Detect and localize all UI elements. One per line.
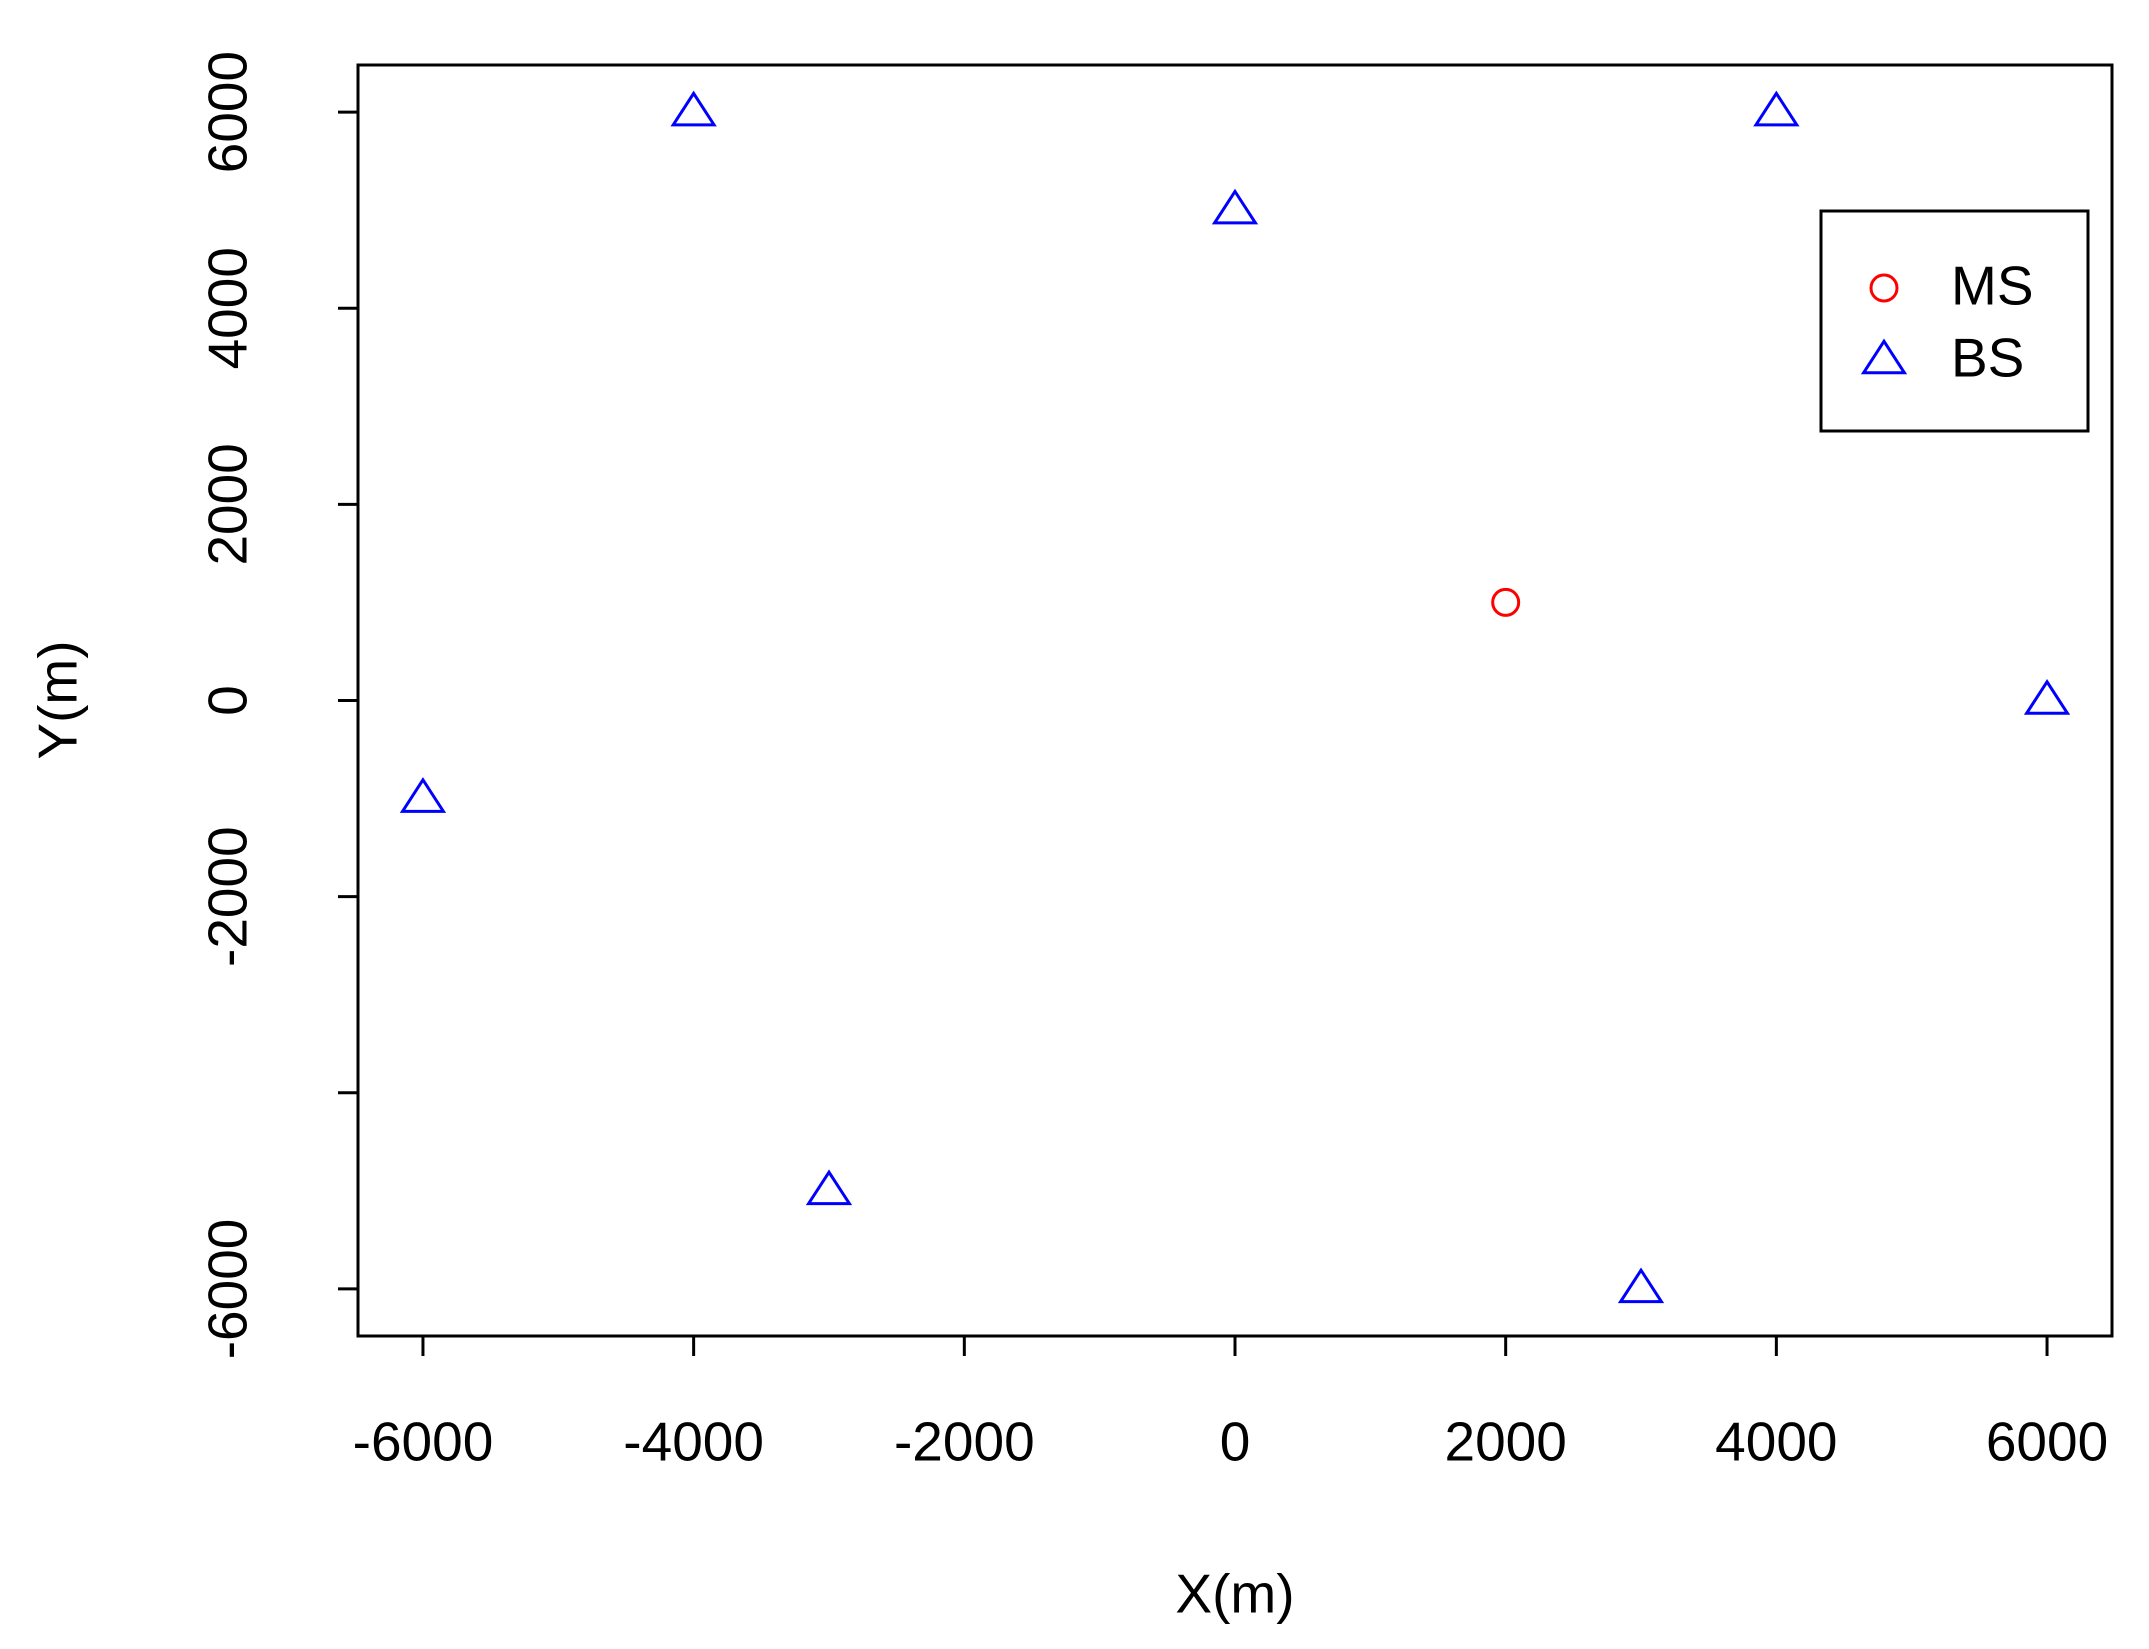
x-tick-label: 6000 <box>1986 1411 2108 1473</box>
point <box>1491 587 1521 617</box>
x-tick-label: 0 <box>1220 1411 1251 1473</box>
x-tick-label: -6000 <box>353 1411 494 1473</box>
y-tick-label: 4000 <box>197 247 259 369</box>
legend-marker <box>1869 273 1899 303</box>
y-tick-label: 0 <box>197 685 259 716</box>
x-tick-label: -4000 <box>623 1411 764 1473</box>
point <box>1211 188 1259 225</box>
legend-box <box>1819 209 2090 433</box>
y-tick-label: -6000 <box>197 1219 259 1360</box>
y-tick-label: -2000 <box>197 826 259 967</box>
point <box>670 90 717 127</box>
legend-marker <box>1860 338 1908 375</box>
point <box>1617 1267 1665 1304</box>
x-tick-label: 4000 <box>1715 1411 1837 1473</box>
x-tick-label: -2000 <box>894 1411 1035 1473</box>
y-tick-label: 6000 <box>197 51 259 173</box>
y-tick-label: 2000 <box>197 443 259 565</box>
legend-label: BS <box>1951 327 2024 389</box>
point <box>2023 679 2071 715</box>
point <box>399 777 447 813</box>
y-axis-label: Y(m) <box>27 640 89 759</box>
legend-label: MS <box>1951 255 2034 317</box>
x-tick-label: 2000 <box>1444 1411 1566 1473</box>
point <box>805 1169 853 1206</box>
point <box>1753 90 1800 127</box>
x-axis-label: X(m) <box>1175 1563 1294 1625</box>
